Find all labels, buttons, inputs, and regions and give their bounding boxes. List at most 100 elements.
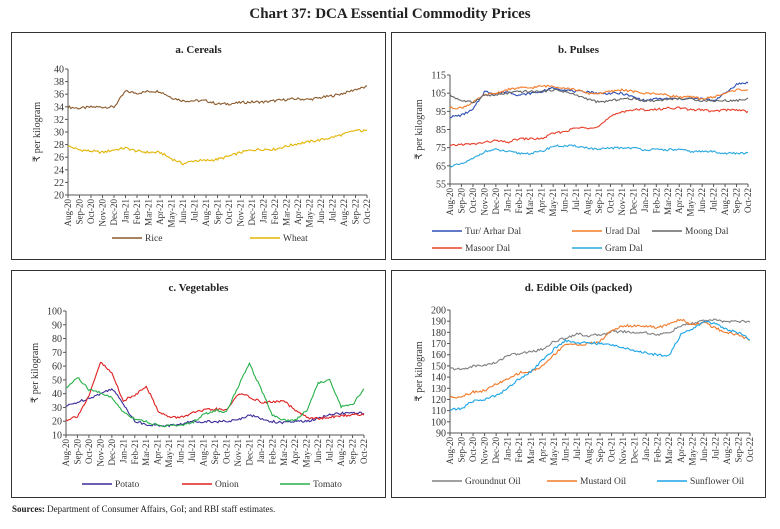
y-tick-label: 60 — [52, 362, 62, 373]
panel-edible-oils: d. Edible Oils (packed) 90 100 110 120 130 140… — [391, 270, 766, 498]
x-tick-label: Aug-22 — [722, 437, 732, 465]
x-tick-label: Aug-22 — [339, 199, 349, 227]
series-line-gram-dal — [449, 144, 749, 168]
y-tick-label: 105 — [431, 89, 446, 100]
x-tick-label: May-22 — [687, 437, 697, 466]
x-tick-label: Feb-21 — [514, 437, 524, 463]
x-tick-label: Aug-20 — [445, 188, 455, 216]
legend-label: Urad Dal — [605, 227, 640, 237]
x-tick-label: Jul-21 — [572, 437, 582, 460]
y-tick-label: 200 — [431, 306, 446, 317]
y-tick-label: 75 — [436, 143, 446, 154]
x-tick-label: Feb-21 — [130, 439, 140, 465]
x-tick-label: May-21 — [164, 439, 174, 468]
x-tick-label: Oct-20 — [468, 188, 478, 213]
x-tick-label: Sep-22 — [351, 199, 361, 225]
series-line-urad-dal — [449, 84, 749, 110]
sources-label: Sources: — [12, 504, 45, 514]
x-tick-label: Jul-21 — [190, 199, 200, 222]
x-tick-label: Apr-21 — [153, 439, 163, 465]
x-tick-label: Sep-22 — [348, 439, 358, 465]
x-tick-label: Sep-20 — [456, 188, 466, 214]
x-tick-label: Oct-21 — [607, 437, 617, 462]
x-tick-label: Dec-20 — [491, 437, 501, 464]
y-tick-label: 40 — [54, 65, 64, 76]
legend-label: Onion — [215, 480, 239, 490]
y-tick-label: 34 — [54, 102, 64, 113]
panel-title: d. Edible Oils (packed) — [525, 282, 633, 294]
x-tick-label: Aug-20 — [445, 437, 455, 465]
x-tick-label: Jul-22 — [328, 199, 338, 222]
y-tick-label: 85 — [436, 125, 446, 136]
x-tick-label: Jun-21 — [176, 439, 186, 464]
legend-label: Rice — [145, 234, 162, 244]
y-tick-label: 22 — [54, 178, 64, 189]
legend-label: Tur/ Arhar Dal — [465, 227, 521, 237]
y-tick-label: 90 — [436, 429, 446, 440]
y-tick-label: 30 — [52, 403, 62, 414]
sources-note: Sources: Department of Consumer Affairs,… — [12, 504, 275, 514]
x-tick-label: Nov-20 — [98, 199, 108, 227]
x-tick-label: Dec-21 — [244, 439, 254, 466]
x-tick-label: Aug-22 — [336, 439, 346, 467]
legend-label: Gram Dal — [605, 244, 643, 254]
x-tick-label: Mar-22 — [663, 188, 673, 215]
x-tick-label: Dec-21 — [247, 199, 257, 226]
x-tick-label: Aug-21 — [583, 188, 593, 216]
y-tick-label: 10 — [52, 431, 62, 442]
y-tick-label: 65 — [436, 161, 446, 172]
x-tick-label: Oct-20 — [86, 199, 96, 224]
x-tick-label: Jan-22 — [640, 188, 650, 212]
y-axis-label: ₹ per kilogram — [30, 343, 41, 403]
chart-pulses: b. Pulses 55 65 75 85 95 105 115 ₹ per kilogram A… — [414, 44, 753, 254]
x-tick-label: Mar-22 — [279, 439, 289, 466]
x-tick-label: Sep-21 — [595, 437, 605, 463]
x-tick-label: May-21 — [548, 188, 558, 217]
panel-title: b. Pulses — [558, 44, 600, 56]
legend-label: Tomato — [313, 480, 342, 490]
legend-label: Mustard Oil — [580, 477, 627, 487]
x-tick-label: Oct-21 — [605, 188, 615, 213]
x-tick-label: Oct-21 — [224, 199, 234, 224]
y-tick-label: 20 — [52, 417, 62, 428]
x-tick-label: Aug-22 — [720, 188, 730, 216]
y-tick-label: 120 — [431, 395, 446, 406]
x-tick-label: Aug-20 — [61, 439, 71, 467]
x-tick-label: Mar-21 — [141, 439, 151, 466]
chart-vegetables: c. Vegetables 10 20 30 40 50 60 70 80 90 100 ₹ per … — [30, 282, 369, 490]
y-tick-label: 100 — [47, 307, 62, 318]
x-tick-label: Aug-21 — [201, 199, 211, 227]
y-axis-label: ₹ per kilogram — [414, 99, 425, 159]
x-tick-label: Mar-21 — [526, 437, 536, 464]
y-tick-label: 190 — [431, 317, 446, 328]
y-tick-label: 28 — [54, 140, 64, 151]
x-tick-label: Dec-20 — [109, 199, 119, 226]
y-tick-label: 100 — [431, 417, 446, 428]
x-tick-label: Jun-21 — [560, 188, 570, 213]
x-tick-label: Mar-22 — [664, 437, 674, 464]
x-tick-label: Sep-22 — [733, 437, 743, 463]
x-tick-label: Aug-20 — [63, 199, 73, 227]
legend-label: Sunflower Oil — [690, 476, 744, 487]
x-tick-label: Mar-21 — [144, 199, 154, 226]
x-tick-label: Dec-21 — [630, 437, 640, 464]
x-tick-label: Sep-21 — [210, 439, 220, 465]
x-tick-label: Nov-21 — [233, 439, 243, 467]
y-tick-label: 26 — [54, 153, 64, 164]
x-tick-label: Jan-21 — [502, 188, 512, 212]
panel-title: c. Vegetables — [169, 282, 230, 294]
x-tick-label: Nov-21 — [618, 437, 628, 465]
x-tick-label: Mar-22 — [282, 199, 292, 226]
y-tick-label: 50 — [52, 375, 62, 386]
x-tick-label: May-21 — [549, 437, 559, 466]
x-tick-label: Aug-21 — [199, 439, 209, 467]
series-line-mustard-oil — [449, 318, 750, 399]
y-tick-label: 32 — [54, 115, 64, 126]
y-tick-label: 170 — [431, 339, 446, 350]
y-tick-label: 40 — [52, 389, 62, 400]
panel-vegetables: c. Vegetables 10 20 30 40 50 60 70 80 90 100 ₹ per … — [11, 270, 386, 498]
y-tick-label: 95 — [436, 107, 446, 118]
y-tick-label: 38 — [54, 77, 64, 88]
x-tick-label: Dec-20 — [107, 439, 117, 466]
